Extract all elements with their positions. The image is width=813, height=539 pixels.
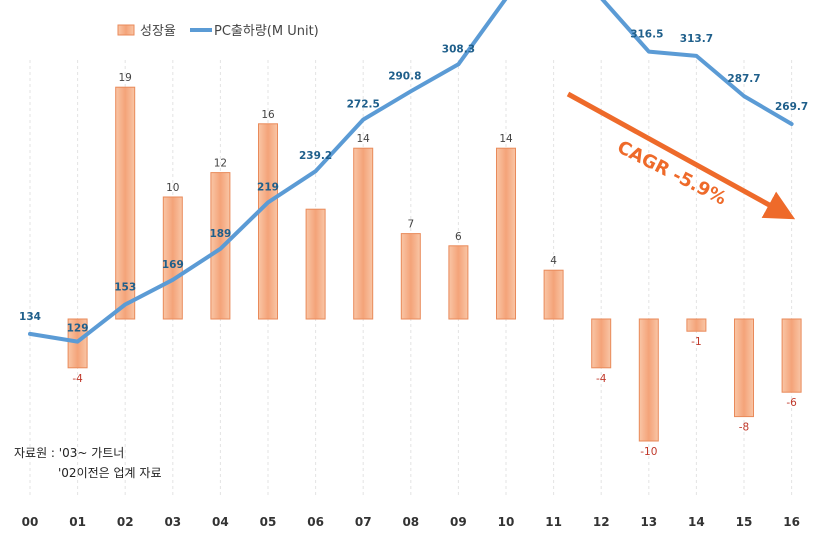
line-label: 269.7 — [775, 101, 808, 113]
x-axis-ticks: 00 01 02 03 04 05 06 07 08 09 10 11 12 13 14 15 16 — [22, 515, 800, 529]
legend-bar-label: 성장율 — [140, 24, 176, 39]
x-tick-label: 05 — [260, 515, 277, 529]
legend-bar-swatch — [117, 24, 135, 36]
legend: 성장율 PC출하량(M Unit) — [117, 24, 319, 39]
line-label: 189 — [209, 228, 231, 240]
bar-label: 16 — [261, 109, 275, 121]
x-tick-label: 07 — [355, 515, 372, 529]
bar — [686, 318, 707, 332]
bar — [496, 147, 516, 320]
x-tick-label: 02 — [117, 515, 134, 529]
bar — [543, 269, 564, 320]
bars — [67, 86, 802, 442]
x-tick-label: 15 — [736, 515, 753, 529]
line-label: 316.5 — [630, 29, 663, 41]
line-labels: 134129153169189219239.2272.5290.8308.335… — [19, 29, 808, 335]
bar-label: -1 — [691, 336, 701, 348]
x-tick-label: 04 — [212, 515, 229, 529]
legend-line-label: PC출하량(M Unit) — [214, 24, 319, 39]
bar — [353, 147, 374, 320]
bar — [734, 318, 754, 418]
bar-label: 19 — [119, 72, 132, 84]
source-line-1: 자료원 : '03~ 가트너 — [14, 446, 124, 460]
bar-label: -6 — [786, 397, 797, 409]
bar-label: -4 — [72, 373, 83, 385]
line-label: 287.7 — [727, 73, 760, 85]
line-label: 239.2 — [299, 150, 332, 162]
line-label: 272.5 — [347, 99, 380, 111]
x-tick-label: 01 — [69, 515, 86, 529]
bar-label: 10 — [166, 182, 179, 194]
bar — [162, 196, 183, 320]
bar-label: 14 — [499, 133, 513, 145]
bar — [638, 318, 659, 442]
x-tick-label: 00 — [22, 515, 39, 529]
bar — [448, 245, 469, 320]
bar-label: -10 — [640, 446, 657, 458]
line-label: 129 — [67, 323, 89, 335]
cagr-arrow — [566, 91, 796, 220]
line-label: 169 — [162, 259, 184, 271]
x-tick-label: 10 — [498, 515, 515, 529]
x-tick-label: 03 — [164, 515, 181, 529]
bar-label: -4 — [596, 373, 607, 385]
bar-label: 7 — [407, 219, 414, 231]
bar-labels: -4 19 10 12 16 14 7 6 14 4 -4 -10 -1 -8 -6 — [72, 72, 797, 458]
line-label: 308.3 — [442, 43, 475, 55]
bar-label: 6 — [455, 231, 462, 243]
bar-label: 12 — [214, 158, 227, 170]
shipment-line — [28, 0, 794, 344]
line-label: 153 — [114, 282, 136, 294]
line-label: 219 — [257, 181, 279, 193]
x-tick-label: 11 — [545, 515, 562, 529]
bar-label: 14 — [357, 133, 371, 145]
bar — [305, 208, 326, 320]
line-label: 134 — [19, 311, 41, 323]
bar — [210, 172, 231, 320]
bar — [258, 123, 278, 320]
bar-label: 4 — [550, 255, 557, 267]
x-tick-label: 13 — [640, 515, 657, 529]
x-tick-label: 16 — [783, 515, 800, 529]
x-tick-label: 09 — [450, 515, 467, 529]
bar — [400, 233, 421, 320]
x-tick-label: 06 — [307, 515, 324, 529]
x-tick-label: 14 — [688, 515, 705, 529]
line-label: 313.7 — [680, 33, 713, 45]
bar — [591, 318, 612, 369]
source-line-2: '02이전은 업계 자료 — [58, 466, 161, 480]
x-tick-label: 12 — [593, 515, 610, 529]
line-label: 290.8 — [388, 70, 421, 82]
bar — [781, 318, 802, 393]
bar — [115, 86, 136, 320]
bar-label: -8 — [739, 422, 749, 434]
x-tick-label: 08 — [402, 515, 419, 529]
